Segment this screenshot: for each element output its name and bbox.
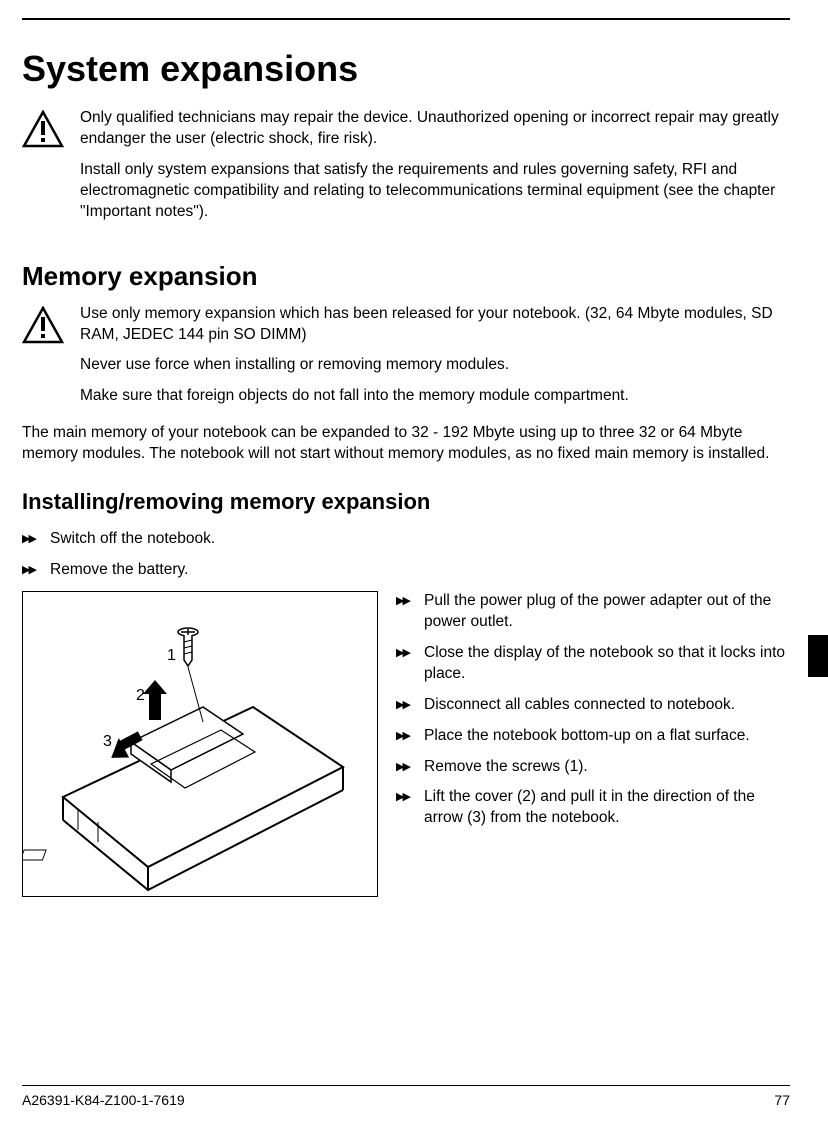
step-text: Close the display of the notebook so tha… <box>424 643 790 685</box>
step-text: Switch off the notebook. <box>50 529 215 550</box>
steps-right: ▶▶ Pull the power plug of the power adap… <box>396 591 790 897</box>
step-item: ▶▶ Remove the screws (1). <box>396 757 790 778</box>
subsection-heading: Installing/removing memory expansion <box>22 489 790 515</box>
step-item: ▶▶ Pull the power plug of the power adap… <box>396 591 790 633</box>
warning-text: Only qualified technicians may repair th… <box>80 108 790 150</box>
step-marker-icon: ▶▶ <box>396 695 424 713</box>
top-rule <box>22 18 790 20</box>
warning-icon <box>22 304 80 344</box>
warning-text: Use only memory expansion which has been… <box>80 304 790 346</box>
figure-label-3: 3 <box>103 733 112 750</box>
figure-label-1: 1 <box>167 647 176 664</box>
step-marker-icon: ▶▶ <box>396 726 424 744</box>
step-text: Place the notebook bottom-up on a flat s… <box>424 726 750 747</box>
warning-text: Never use force when installing or remov… <box>80 355 790 376</box>
step-item: ▶▶ Place the notebook bottom-up on a fla… <box>396 726 790 747</box>
step-marker-icon: ▶▶ <box>396 591 424 609</box>
warning-icon <box>22 108 80 148</box>
step-marker-icon: ▶▶ <box>22 529 50 547</box>
step-item: ▶▶ Remove the battery. <box>22 560 790 581</box>
warning-block-2: Use only memory expansion which has been… <box>22 304 790 418</box>
warning-text: Make sure that foreign objects do not fa… <box>80 386 790 407</box>
step-text: Remove the screws (1). <box>424 757 588 778</box>
warning-text: Install only system expansions that sati… <box>80 160 790 223</box>
figure-and-steps: 1 2 3 ▶▶ Pull the power plug of the powe… <box>22 591 790 897</box>
step-item: ▶▶ Close the display of the notebook so … <box>396 643 790 685</box>
body-paragraph: The main memory of your notebook can be … <box>22 423 790 465</box>
step-item: ▶▶ Lift the cover (2) and pull it in the… <box>396 787 790 829</box>
step-marker-icon: ▶▶ <box>396 757 424 775</box>
footer-docid: A26391-K84-Z100-1-7619 <box>22 1092 185 1108</box>
step-marker-icon: ▶▶ <box>396 787 424 805</box>
step-item: ▶▶ Switch off the notebook. <box>22 529 790 550</box>
warning-body-1: Only qualified technicians may repair th… <box>80 108 790 233</box>
steps-top: ▶▶ Switch off the notebook. ▶▶ Remove th… <box>22 529 790 581</box>
section-heading: Memory expansion <box>22 261 790 292</box>
step-text: Lift the cover (2) and pull it in the di… <box>424 787 790 829</box>
notebook-diagram: 1 2 3 <box>22 591 378 897</box>
page-content: System expansions Only qualified technic… <box>0 0 828 897</box>
step-text: Disconnect all cables connected to noteb… <box>424 695 735 716</box>
step-text: Remove the battery. <box>50 560 188 581</box>
step-item: ▶▶ Disconnect all cables connected to no… <box>396 695 790 716</box>
step-marker-icon: ▶▶ <box>22 560 50 578</box>
page-footer: A26391-K84-Z100-1-7619 77 <box>22 1085 790 1108</box>
warning-block-1: Only qualified technicians may repair th… <box>22 108 790 233</box>
page-title: System expansions <box>22 48 790 90</box>
step-marker-icon: ▶▶ <box>396 643 424 661</box>
figure-label-2: 2 <box>136 687 145 704</box>
footer-pagenum: 77 <box>774 1092 790 1108</box>
step-text: Pull the power plug of the power adapter… <box>424 591 790 633</box>
warning-body-2: Use only memory expansion which has been… <box>80 304 790 418</box>
side-tab <box>808 635 828 677</box>
